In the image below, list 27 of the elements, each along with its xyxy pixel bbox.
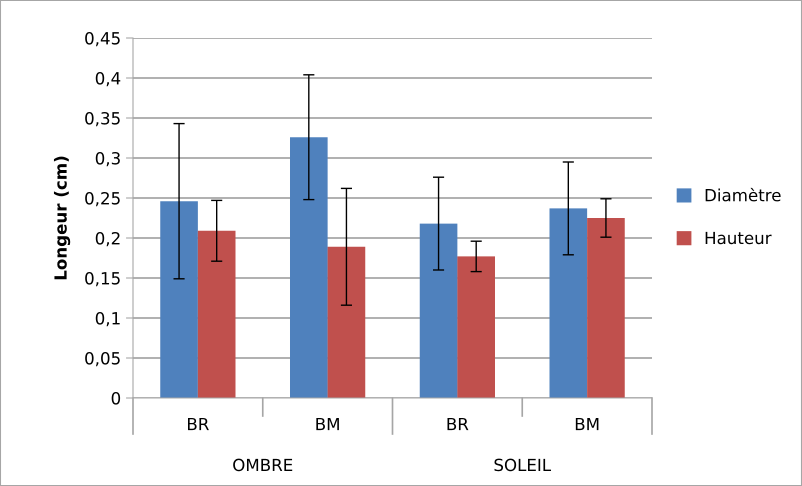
bar — [160, 201, 198, 398]
bar — [290, 137, 328, 398]
bar — [328, 246, 366, 398]
y-tick-label: 0,15 — [85, 272, 120, 286]
y-tick-label: 0,35 — [85, 112, 120, 126]
bar — [457, 256, 495, 398]
y-tick-label: 0,05 — [85, 352, 120, 366]
x-tick-label: BM — [576, 418, 598, 430]
x-tick-label: BR — [448, 418, 468, 430]
text: OMBRE — [233, 458, 292, 472]
y-tick-label: 0,1 — [96, 312, 120, 326]
x-tick-label: BR — [188, 418, 209, 430]
bar — [587, 218, 625, 398]
y-tick-label: 0,3 — [96, 152, 120, 166]
y-tick-label: 0,4 — [96, 72, 120, 86]
y-tick-label: 0,25 — [85, 192, 120, 206]
text: SOLEIL — [494, 458, 552, 472]
legend-label: Hauteur — [706, 232, 772, 244]
y-tick-label: 0 — [112, 392, 120, 405]
y-tick-label: 0,45 — [85, 32, 120, 46]
bar — [198, 230, 236, 398]
x-tick-label: BM — [316, 418, 339, 430]
y-axis-title: Longeur (cm) — [54, 156, 70, 280]
y-tick-label: 0,2 — [96, 232, 120, 246]
bar — [549, 208, 588, 398]
legend-label: Diamètre — [706, 188, 781, 202]
bar — [420, 224, 458, 398]
